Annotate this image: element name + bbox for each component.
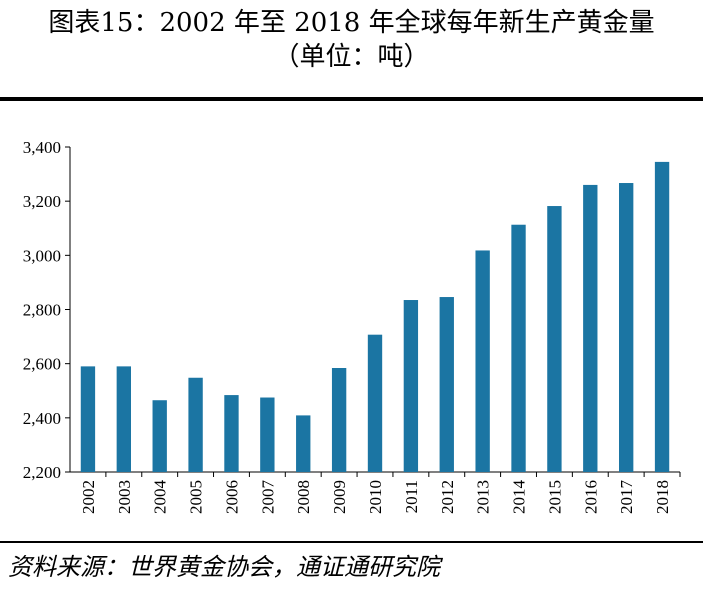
- x-tick-label: 2003: [115, 480, 134, 514]
- x-tick-label: 2017: [617, 480, 636, 515]
- x-tick-label: 2005: [187, 480, 206, 514]
- y-tick-label: 2,600: [23, 355, 61, 374]
- bar-2008: [296, 415, 311, 472]
- x-tick-label: 2015: [545, 480, 564, 514]
- bar-chart: 2,200 2,400 2,600 2,800 3,000 3,200 3,400 2002 2…: [23, 138, 681, 515]
- bar-2013: [475, 250, 490, 472]
- top-rule: [0, 97, 703, 101]
- bar-2016: [583, 184, 598, 472]
- x-tick-label: 2008: [294, 480, 313, 514]
- y-tick-label: 2,400: [23, 409, 61, 428]
- x-tick-label: 2013: [474, 480, 493, 514]
- y-tick-label: 3,400: [23, 138, 61, 157]
- bar-2005: [188, 377, 203, 472]
- y-tick-label: 3,000: [23, 246, 61, 265]
- bar-2017: [619, 183, 634, 473]
- source-note: 资料来源：世界黄金协会，通证通研究院: [8, 553, 440, 581]
- x-tick-label: 2016: [581, 480, 600, 514]
- x-tick-label: 2007: [258, 480, 277, 515]
- bar-2012: [439, 297, 454, 472]
- x-tick-label: 2002: [79, 480, 98, 514]
- x-tick-label: 2014: [510, 480, 529, 515]
- x-tick-label: 2009: [330, 480, 349, 514]
- bar-2015: [547, 206, 562, 472]
- bar-2010: [367, 334, 383, 472]
- chart-title-text: 图表15：2002 年至 2018 年全球每年新生产黄金量: [48, 8, 655, 38]
- bar-2003: [116, 366, 131, 472]
- y-tick-label: 3,200: [23, 192, 61, 211]
- bar-2002: [80, 366, 96, 472]
- bar-2007: [260, 397, 275, 472]
- bottom-rule: [0, 541, 703, 543]
- y-tick-label: 2,800: [23, 301, 61, 320]
- bar-2018: [654, 161, 670, 473]
- bar-2011: [403, 300, 419, 472]
- bar-2006: [224, 395, 239, 472]
- x-tick-label: 2012: [438, 480, 457, 514]
- x-tick-label: 2010: [366, 480, 385, 514]
- x-tick-label: 2006: [222, 480, 241, 514]
- x-tick-label: 2018: [653, 480, 672, 514]
- x-tick-label: 2004: [151, 480, 170, 515]
- bar-2009: [331, 368, 347, 472]
- x-tick-label: 2011: [402, 480, 421, 513]
- bar-2004: [152, 400, 167, 472]
- y-tick-label: 2,200: [23, 463, 61, 482]
- chart-title: 图表15：2002 年至 2018 年全球每年新生产黄金量 （单位：吨）: [0, 6, 703, 74]
- bar-2014: [511, 224, 526, 472]
- chart-unit-subtitle: （单位：吨）: [273, 42, 430, 72]
